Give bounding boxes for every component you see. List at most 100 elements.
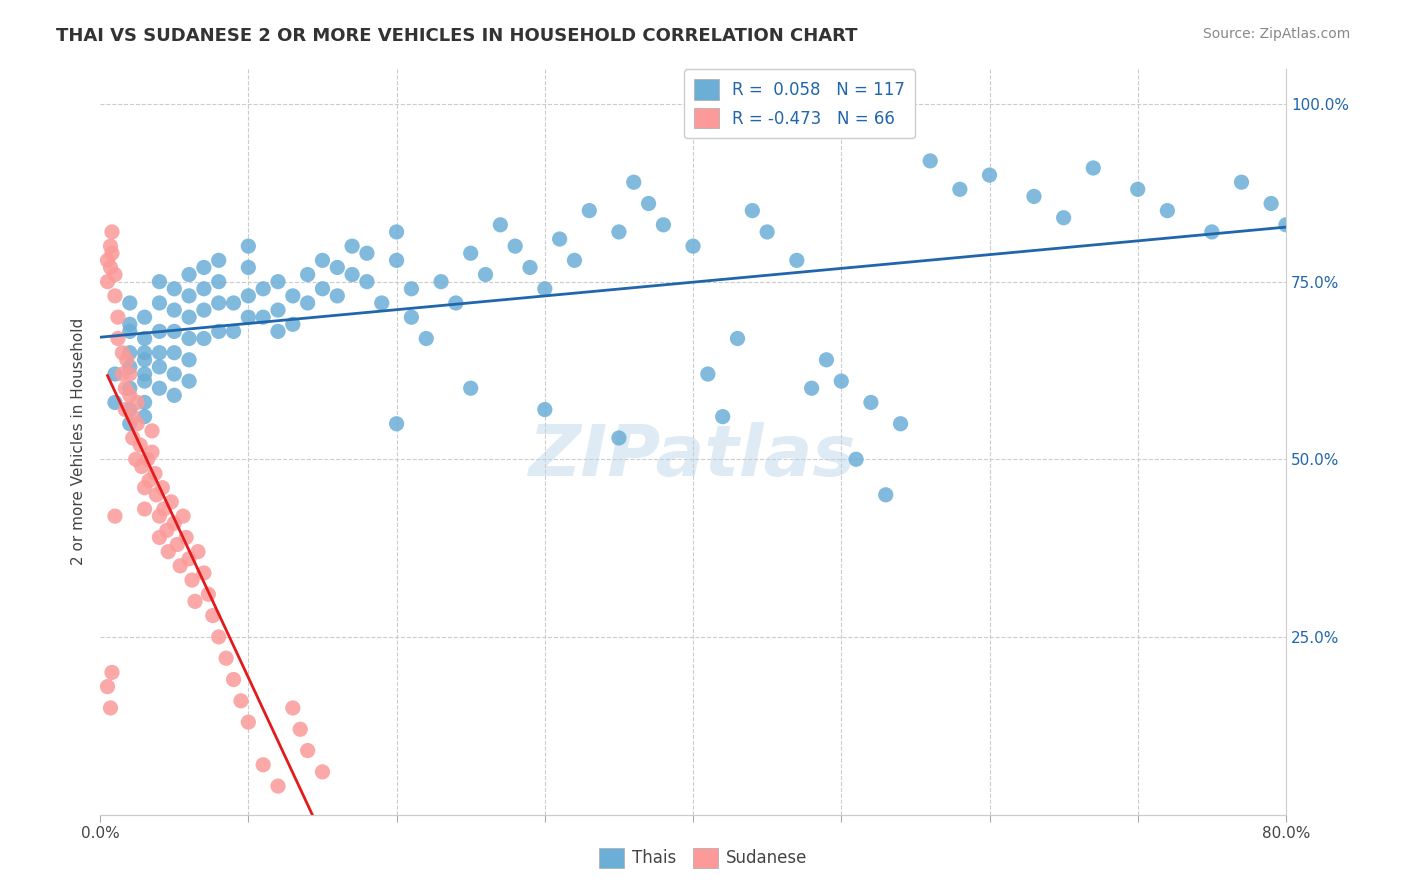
Point xyxy=(311,253,333,268)
Point xyxy=(150,481,173,495)
Point xyxy=(104,268,127,282)
Point xyxy=(118,296,141,310)
Point xyxy=(104,509,127,524)
Point xyxy=(1052,211,1074,225)
Point xyxy=(845,452,868,467)
Point xyxy=(134,481,156,495)
Point xyxy=(111,345,134,359)
Point xyxy=(148,345,170,359)
Point xyxy=(741,203,763,218)
Point xyxy=(267,303,290,318)
Point xyxy=(1275,218,1298,232)
Point xyxy=(177,310,200,325)
Point xyxy=(474,268,496,282)
Point xyxy=(193,566,215,580)
Point xyxy=(148,296,170,310)
Point xyxy=(148,509,170,524)
Point xyxy=(696,367,718,381)
Point xyxy=(637,196,659,211)
Point xyxy=(177,551,200,566)
Point xyxy=(101,225,124,239)
Point xyxy=(181,573,204,587)
Point xyxy=(503,239,526,253)
Point xyxy=(141,424,163,438)
Point xyxy=(118,318,141,332)
Point xyxy=(114,381,136,395)
Point xyxy=(148,531,170,545)
Point xyxy=(101,665,124,680)
Point xyxy=(163,367,186,381)
Point xyxy=(177,331,200,345)
Point xyxy=(607,431,630,445)
Point xyxy=(356,275,378,289)
Point xyxy=(652,218,675,232)
Point xyxy=(193,331,215,345)
Point xyxy=(163,388,186,402)
Point xyxy=(297,743,319,757)
Point xyxy=(238,289,260,303)
Y-axis label: 2 or more Vehicles in Household: 2 or more Vehicles in Household xyxy=(72,318,86,566)
Point xyxy=(163,303,186,318)
Point xyxy=(118,402,141,417)
Point xyxy=(281,701,304,715)
Point xyxy=(111,367,134,381)
Point xyxy=(222,325,245,339)
Point xyxy=(121,431,143,445)
Text: ZIPatlas: ZIPatlas xyxy=(529,422,856,491)
Point xyxy=(201,608,224,623)
Point xyxy=(141,445,163,459)
Point xyxy=(148,381,170,395)
Point xyxy=(1083,161,1105,175)
Point xyxy=(208,296,231,310)
Point xyxy=(401,282,423,296)
Point xyxy=(830,374,852,388)
Point xyxy=(153,502,176,516)
Point xyxy=(222,296,245,310)
Point xyxy=(1156,203,1178,218)
Point xyxy=(949,182,972,196)
Point xyxy=(340,239,363,253)
Point xyxy=(118,388,141,402)
Point xyxy=(104,289,127,303)
Point xyxy=(623,175,645,189)
Point xyxy=(786,253,808,268)
Point xyxy=(756,225,779,239)
Point xyxy=(208,325,231,339)
Text: THAI VS SUDANESE 2 OR MORE VEHICLES IN HOUSEHOLD CORRELATION CHART: THAI VS SUDANESE 2 OR MORE VEHICLES IN H… xyxy=(56,27,858,45)
Point xyxy=(267,325,290,339)
Point xyxy=(134,374,156,388)
Point xyxy=(711,409,734,424)
Point xyxy=(252,282,274,296)
Point xyxy=(193,282,215,296)
Point xyxy=(238,310,260,325)
Point xyxy=(444,296,467,310)
Point xyxy=(100,239,122,253)
Point xyxy=(385,253,408,268)
Point xyxy=(187,544,209,558)
Point xyxy=(215,651,238,665)
Point xyxy=(172,509,194,524)
Point xyxy=(96,275,118,289)
Point xyxy=(118,381,141,395)
Point xyxy=(125,452,148,467)
Point xyxy=(101,246,124,260)
Point xyxy=(800,381,823,395)
Point xyxy=(267,275,290,289)
Point xyxy=(727,331,749,345)
Point xyxy=(96,680,118,694)
Point xyxy=(104,367,127,381)
Point xyxy=(134,331,156,345)
Point xyxy=(143,467,166,481)
Point xyxy=(1201,225,1223,239)
Point xyxy=(815,352,838,367)
Point xyxy=(401,310,423,325)
Point xyxy=(340,268,363,282)
Point xyxy=(163,345,186,359)
Point xyxy=(297,268,319,282)
Point xyxy=(564,253,586,268)
Point xyxy=(533,282,555,296)
Point xyxy=(129,438,152,452)
Point xyxy=(222,673,245,687)
Point xyxy=(163,282,186,296)
Point xyxy=(415,331,437,345)
